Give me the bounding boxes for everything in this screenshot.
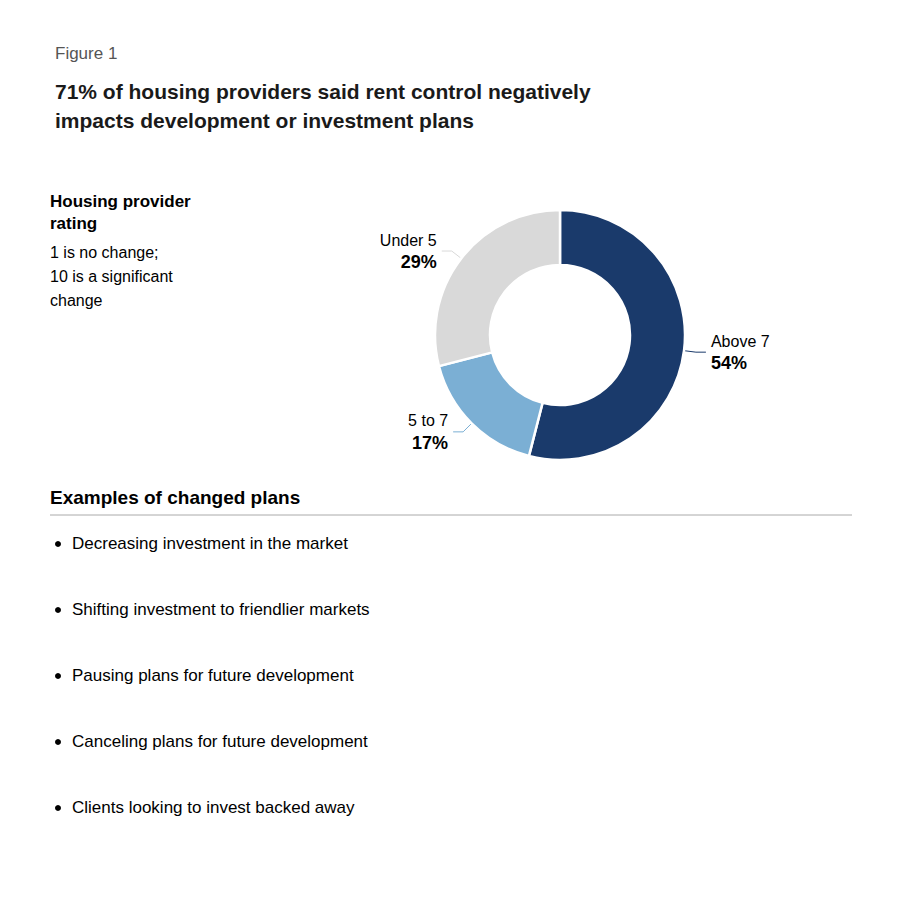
svg-text:Under 5: Under 5	[380, 232, 437, 249]
svg-text:Canceling plans for future dev: Canceling plans for future development	[72, 732, 368, 751]
svg-text:rating: rating	[50, 214, 97, 233]
svg-text:54%: 54%	[711, 353, 747, 373]
svg-text:29%: 29%	[401, 252, 437, 272]
svg-text:10 is a significant: 10 is a significant	[50, 268, 173, 285]
svg-text:Housing provider: Housing provider	[50, 192, 191, 211]
svg-text:Shifting investment to friendl: Shifting investment to friendlier market…	[72, 600, 370, 619]
svg-text:Clients looking to invest back: Clients looking to invest backed away	[72, 798, 355, 817]
svg-text:17%: 17%	[412, 433, 448, 453]
svg-text:impacts development or investm: impacts development or investment plans	[55, 109, 474, 132]
svg-text:Decreasing investment in the m: Decreasing investment in the market	[72, 534, 348, 553]
svg-text:Above 7: Above 7	[711, 333, 770, 350]
svg-text:71% of housing providers said: 71% of housing providers said rent contr…	[55, 80, 591, 103]
svg-text:Figure 1: Figure 1	[55, 44, 117, 63]
svg-text:change: change	[50, 292, 103, 309]
svg-text:1 is no change;: 1 is no change;	[50, 244, 159, 261]
svg-text:Examples of changed plans: Examples of changed plans	[50, 487, 300, 508]
svg-text:5 to 7: 5 to 7	[408, 412, 448, 429]
svg-text:Pausing plans for future devel: Pausing plans for future development	[72, 666, 354, 685]
